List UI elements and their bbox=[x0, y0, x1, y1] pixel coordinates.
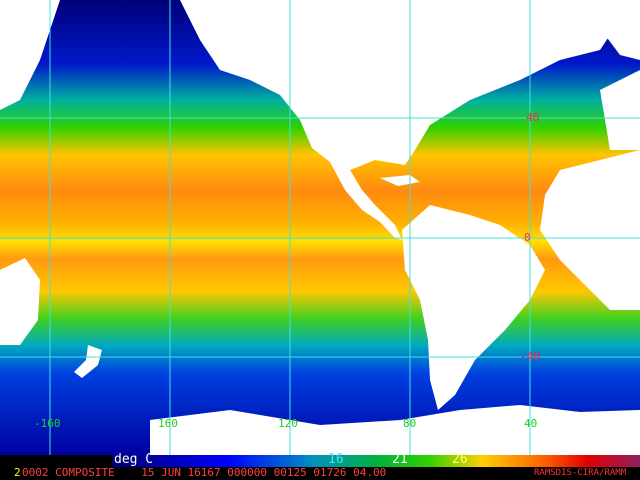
colorbar-gradient bbox=[112, 455, 640, 467]
caption-line: 0002 COMPOSITE 15 JUN 16167 000000 00125… bbox=[22, 466, 387, 479]
south-america bbox=[402, 205, 545, 410]
europe bbox=[600, 70, 640, 150]
lat-lon-grid bbox=[0, 0, 640, 455]
antarctica bbox=[150, 405, 640, 455]
colorbar-tick-26: 26 bbox=[452, 452, 468, 467]
central-america bbox=[330, 162, 402, 240]
lon-label-minus160: -160 bbox=[34, 417, 61, 430]
colorbar-unit-label: deg C bbox=[114, 452, 154, 467]
greenland bbox=[590, 0, 640, 60]
colorbar bbox=[112, 455, 640, 467]
lon-label-40: 40 bbox=[524, 417, 538, 430]
caption-credit: RAMSDIS-CIRA/RAMM bbox=[534, 468, 627, 478]
new-zealand bbox=[74, 345, 102, 378]
africa bbox=[540, 150, 640, 310]
lon-label-80: 80 bbox=[403, 417, 417, 430]
colorbar-tick-16: 16 bbox=[328, 452, 344, 467]
lat-label-40: 40 bbox=[526, 111, 540, 124]
australia bbox=[0, 258, 40, 345]
lat-label-0: 0 bbox=[524, 231, 531, 244]
asia-edge bbox=[0, 0, 60, 110]
lon-label-120: 120 bbox=[278, 417, 298, 430]
sea-surface-temperature-map bbox=[0, 0, 640, 455]
lat-label-minus40: -40 bbox=[520, 350, 540, 363]
colorbar-tick-21: 21 bbox=[392, 452, 408, 467]
lon-label-160: 160 bbox=[158, 417, 178, 430]
caption-prefix: 2 bbox=[14, 466, 21, 479]
